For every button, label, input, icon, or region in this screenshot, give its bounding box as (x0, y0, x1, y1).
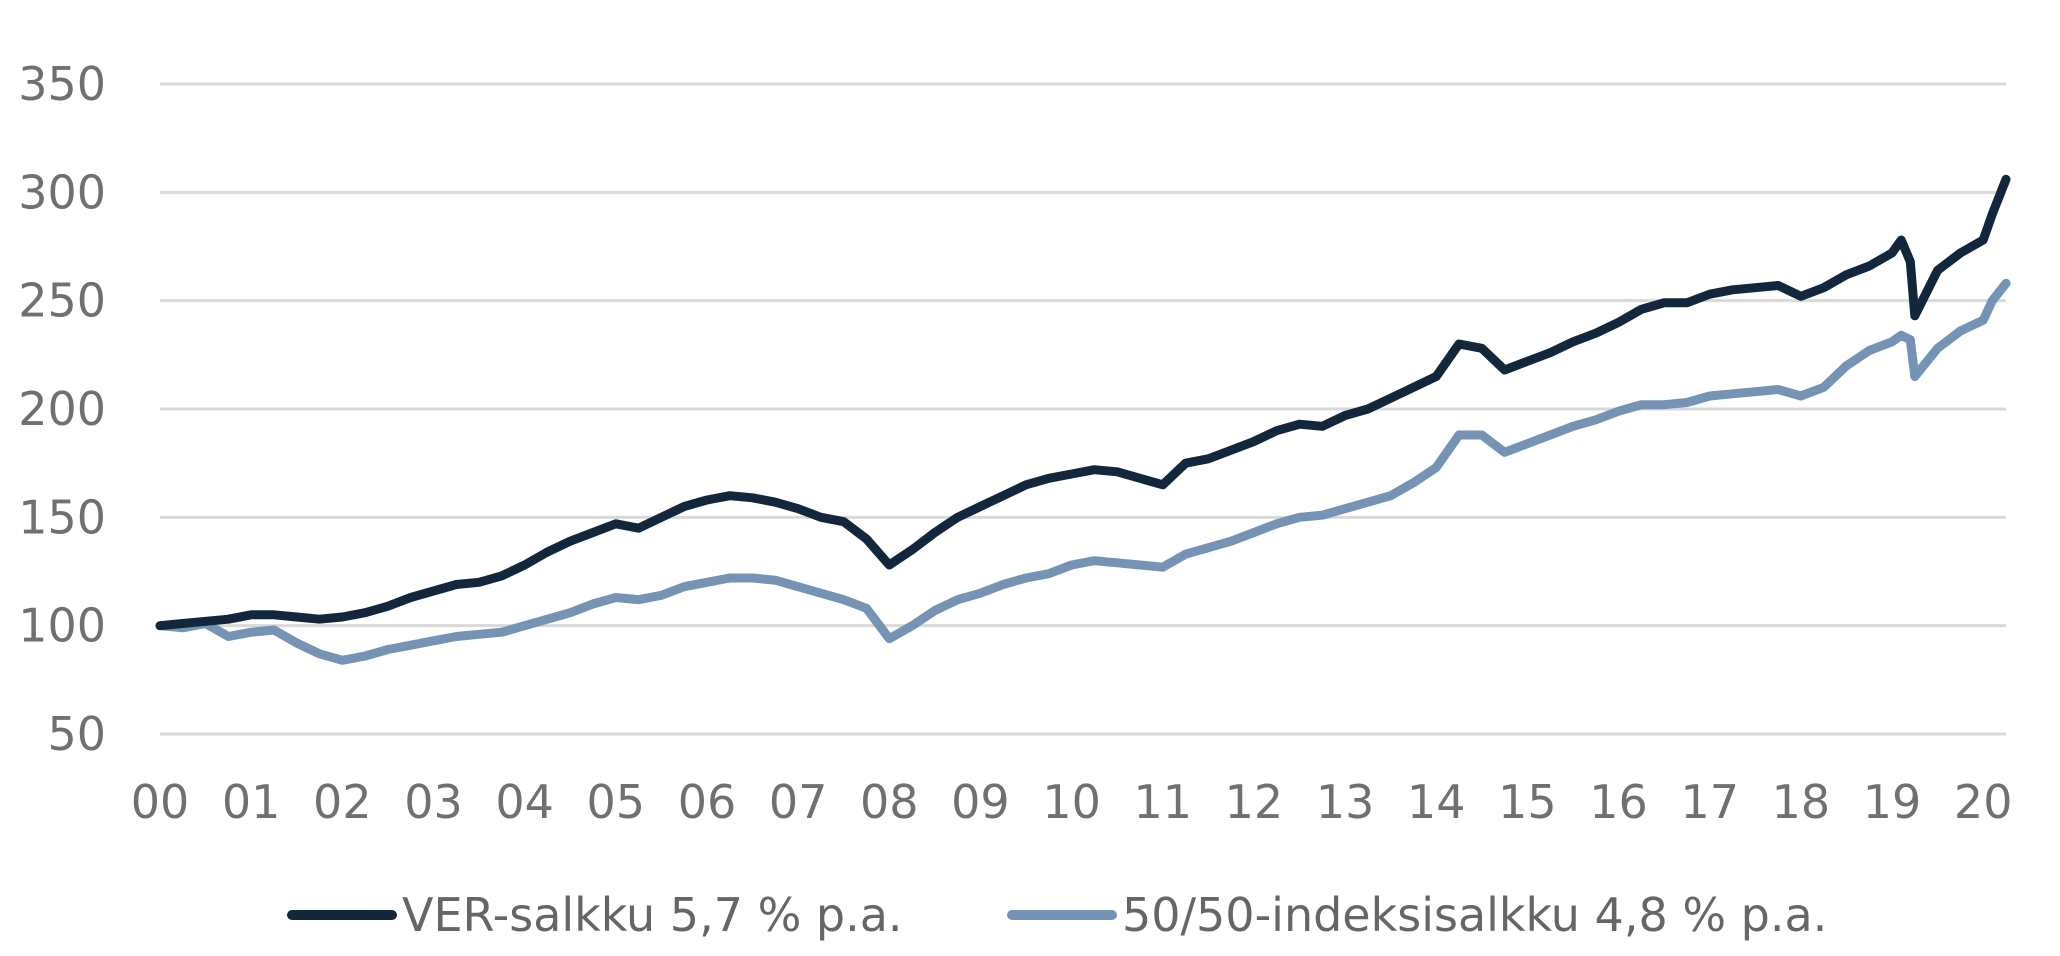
y-tick-label: 350 (18, 57, 106, 111)
x-tick-label: 12 (1225, 775, 1284, 829)
x-tick-label: 04 (495, 775, 554, 829)
legend-label-ver: VER-salkku 5,7 % p.a. (402, 888, 903, 942)
x-tick-label: 09 (951, 775, 1010, 829)
x-tick-label: 20 (1954, 775, 2013, 829)
x-tick-label: 11 (1133, 775, 1192, 829)
series-line-ver (155, 174, 2011, 631)
x-axis-tick-labels: 00 01 02 03 04 05 06 07 08 09 10 11 12 13 14 15 16 17 18 19… (131, 775, 2013, 829)
y-tick-label: 50 (47, 707, 106, 761)
x-tick-label: 07 (769, 775, 828, 829)
legend: VER-salkku 5,7 % p.a. 50/50-indeksisalkk… (287, 888, 1827, 942)
x-tick-label: 00 (131, 775, 190, 829)
series-line-index (155, 278, 2011, 665)
y-axis-tick-labels: 350 300 250 200 150 100 50 (18, 57, 106, 761)
y-tick-label: 300 (18, 165, 106, 219)
x-tick-label: 18 (1772, 775, 1831, 829)
x-tick-label: 08 (860, 775, 919, 829)
x-tick-label: 13 (1316, 775, 1375, 829)
x-tick-label: 10 (1042, 775, 1101, 829)
x-tick-label: 15 (1498, 775, 1557, 829)
x-tick-label: 01 (222, 775, 281, 829)
x-tick-label: 17 (1680, 775, 1739, 829)
legend-label-index: 50/50-indeksisalkku 4,8 % p.a. (1122, 888, 1827, 942)
x-tick-label: 19 (1863, 775, 1922, 829)
x-tick-label: 03 (404, 775, 463, 829)
x-tick-label: 16 (1589, 775, 1648, 829)
series-lines (155, 174, 2011, 665)
y-tick-label: 100 (18, 599, 106, 653)
x-tick-label: 06 (678, 775, 737, 829)
x-tick-label: 05 (587, 775, 646, 829)
x-tick-label: 14 (1407, 775, 1466, 829)
y-tick-label: 150 (18, 490, 106, 544)
x-tick-label: 02 (313, 775, 372, 829)
y-tick-label: 250 (18, 274, 106, 328)
gridlines (160, 82, 2006, 736)
y-tick-label: 200 (18, 382, 106, 436)
